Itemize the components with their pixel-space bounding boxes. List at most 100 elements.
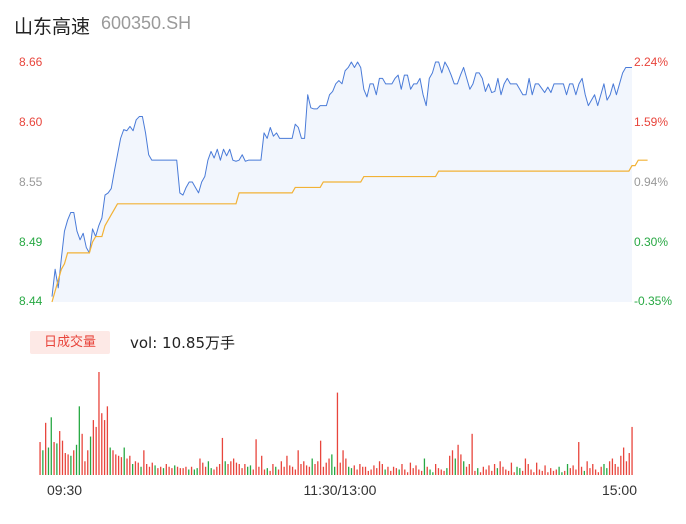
volume-bar [339,462,341,475]
volume-bar [275,466,277,475]
volume-bar [541,470,543,475]
volume-bar [210,468,212,475]
volume-bar [510,462,513,475]
volume-bar [258,466,260,475]
volume-bar [182,468,184,475]
volume-bar [140,466,142,475]
volume-bar [446,468,448,475]
volume-bar [359,464,361,475]
volume-bar [73,450,75,475]
volume-bar [126,458,128,475]
volume-bar [578,442,580,475]
daily-volume-button[interactable]: 日成交量 [30,331,110,354]
volume-bar [247,466,249,475]
volume-bar [521,470,524,475]
volume-bar [575,469,577,475]
volume-bar [589,468,591,475]
volume-bar [376,468,378,475]
volume-bar [134,461,137,475]
volume-bar [325,462,327,475]
volume-bar [188,469,190,475]
volume-bar [527,464,529,475]
volume-bar [317,461,319,475]
volume-bar [204,466,207,475]
volume-bar [146,464,148,475]
y-left-tick-1: 8.60 [19,115,43,129]
volume-bar [151,462,153,475]
volume-bar [404,469,406,475]
volume-bar [493,464,496,475]
volume-bar [505,469,507,475]
volume-bar [289,465,291,475]
y-left-tick-3: 8.49 [19,235,43,249]
volume-bar [117,455,120,475]
volume-bar [415,465,417,475]
volume-bar [196,468,198,475]
y-right-tick-0: 2.24% [634,55,668,69]
volume-bar [625,461,628,475]
volume-bar [81,433,83,475]
volume-bar [533,472,535,475]
volume-bar [496,468,499,475]
volume-bar [331,454,333,475]
volume-bar [165,464,167,475]
volume-bar [401,464,403,475]
volume-bar [392,466,395,475]
volume-bar [230,461,232,475]
volume-bar [39,442,41,475]
volume-bar [70,455,72,475]
volume-bar [218,464,221,475]
volume-bar [426,466,428,475]
volume-bar [547,472,549,475]
y-right-tick-4: -0.35% [634,294,672,308]
volume-bar [381,464,383,475]
volume-bar [255,439,257,475]
volume-bar [305,465,308,475]
volume-bar [272,464,274,475]
volume-bar [342,450,344,475]
volume-bar [569,468,571,475]
volume-bar [566,464,569,475]
volume-bar [45,422,47,475]
volume-bar [123,447,125,475]
volume-bar [530,469,532,475]
volume-bar [232,458,235,475]
volume-bar [67,454,69,475]
volume-bar [154,465,156,475]
volume-bar [47,447,50,475]
volume-bar [148,466,151,475]
volume-bar [92,420,95,475]
volume-bar [420,470,423,475]
volume-bar [620,455,622,475]
volume-bar [98,372,100,475]
volume-bar [314,464,316,475]
time-tick-open: 09:30 [47,482,82,498]
volume-bar [622,447,625,475]
volume-bar [297,450,299,475]
volume-bar [418,469,420,475]
volume-bar [454,458,456,475]
volume-bar [157,468,159,475]
volume-bar [235,462,238,475]
stock-code: 600350.SH [101,13,192,33]
volume-bar [336,392,339,475]
volume-bar [280,461,282,475]
volume-bar [603,464,605,475]
volume-bar [432,472,434,475]
volume-bar [485,469,487,475]
volume-bar [558,466,560,475]
volume-bar [53,442,55,475]
volume-bar [129,455,131,475]
volume-bar [561,472,563,475]
volume-bar [519,468,521,475]
volume-bar [207,461,210,475]
volume-bar [252,469,254,475]
volume-bar [538,469,541,475]
volume-bar [457,444,459,475]
volume-bar [370,469,372,475]
volume-bar [516,466,518,475]
volume-bar [59,431,61,475]
volume-bar [291,466,294,475]
volume-bar [628,453,630,475]
